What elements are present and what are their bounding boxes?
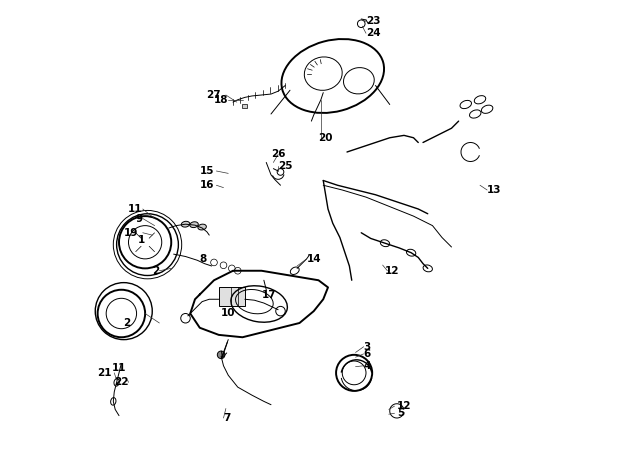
Text: 12: 12 — [397, 401, 412, 411]
Text: 12: 12 — [385, 266, 399, 276]
Text: 1: 1 — [138, 235, 145, 245]
Ellipse shape — [198, 224, 206, 230]
Text: 10: 10 — [221, 308, 236, 319]
Bar — [218, 287, 245, 306]
Text: 9: 9 — [136, 213, 143, 224]
Text: 20: 20 — [318, 133, 333, 143]
Text: 11: 11 — [128, 204, 143, 214]
Text: 5: 5 — [397, 408, 404, 418]
Text: 14: 14 — [306, 254, 321, 264]
Text: 2: 2 — [152, 266, 159, 276]
Text: 3: 3 — [364, 342, 371, 352]
Text: 13: 13 — [487, 185, 501, 195]
Ellipse shape — [182, 221, 190, 227]
Text: 27: 27 — [206, 90, 221, 100]
Text: 11: 11 — [111, 363, 126, 373]
Text: 26: 26 — [271, 149, 285, 160]
Text: 15: 15 — [199, 166, 214, 176]
Text: 19: 19 — [124, 228, 138, 238]
Text: 21: 21 — [97, 368, 112, 378]
Text: 17: 17 — [262, 289, 276, 300]
Text: 23: 23 — [366, 16, 380, 27]
Circle shape — [217, 351, 225, 359]
Text: 8: 8 — [200, 254, 207, 264]
Text: 6: 6 — [364, 349, 371, 359]
Text: 25: 25 — [278, 161, 292, 171]
Text: 4: 4 — [364, 361, 371, 371]
Text: 24: 24 — [366, 28, 381, 38]
Text: 16: 16 — [199, 180, 214, 190]
Text: 2: 2 — [124, 318, 131, 328]
Text: 22: 22 — [114, 377, 129, 388]
Bar — [241, 104, 247, 108]
Ellipse shape — [190, 222, 198, 228]
Text: 18: 18 — [214, 95, 228, 105]
Text: 7: 7 — [224, 413, 231, 423]
